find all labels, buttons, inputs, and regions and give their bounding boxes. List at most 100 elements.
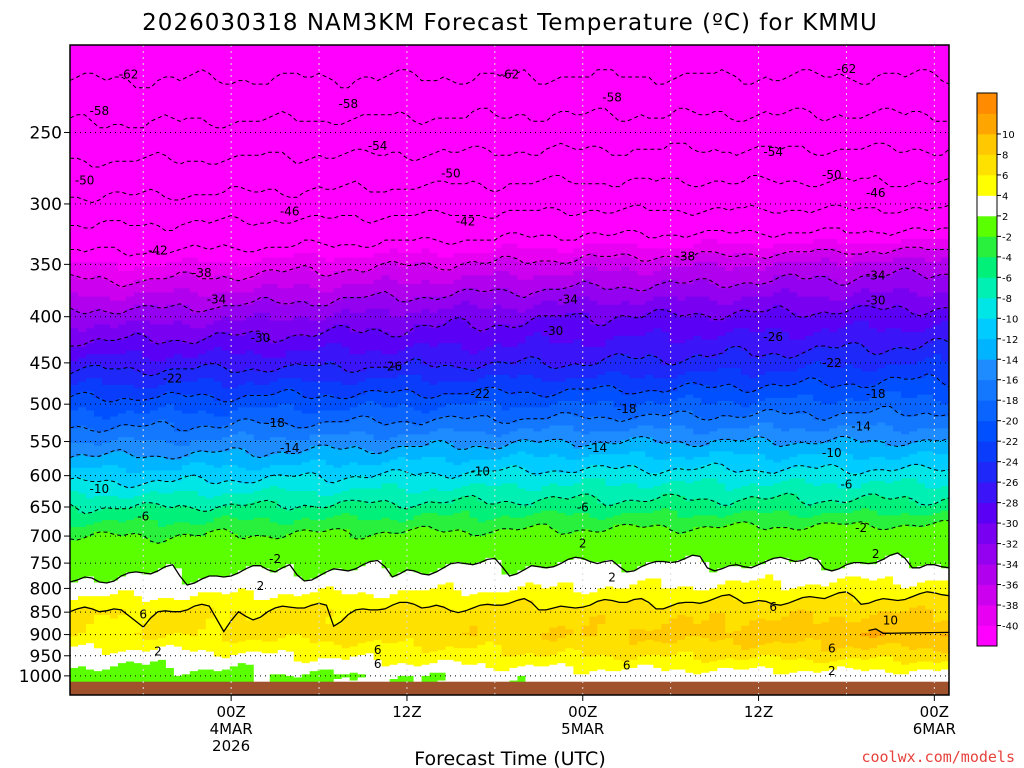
temperature-cell xyxy=(685,428,694,447)
temperature-cell xyxy=(813,454,822,469)
temperature-cell xyxy=(101,324,111,341)
colorbar-tick-label: -6 xyxy=(1002,273,1012,284)
temperature-cell xyxy=(285,454,295,466)
temperature-cell xyxy=(341,296,351,310)
temperature-cell xyxy=(133,485,143,497)
temperature-cell xyxy=(181,394,191,415)
temperature-cell xyxy=(581,467,591,479)
temperature-cell xyxy=(901,45,910,240)
temperature-cell xyxy=(357,654,367,675)
temperature-cell xyxy=(453,488,463,500)
temperature-cell xyxy=(605,431,614,444)
x-tick-label: 2026 xyxy=(212,737,250,755)
temperature-cell xyxy=(573,271,583,285)
temperature-cell xyxy=(869,601,878,616)
temperature-cell xyxy=(869,384,878,399)
temperature-cell xyxy=(669,643,678,656)
contour-line xyxy=(70,246,949,288)
temperature-cell xyxy=(149,374,159,389)
temperature-cell xyxy=(181,634,191,651)
temperature-cell xyxy=(781,431,790,447)
contour-label: -18 xyxy=(265,416,285,430)
colorbar-tick-label: -18 xyxy=(1002,396,1018,407)
temperature-cell xyxy=(317,257,327,276)
temperature-cell xyxy=(813,503,822,516)
temperature-cell xyxy=(821,651,830,664)
y-tick-label: 550 xyxy=(30,433,62,453)
temperature-cell xyxy=(469,275,479,289)
temperature-cell xyxy=(837,467,846,490)
temperature-cell xyxy=(93,522,103,533)
temperature-cell xyxy=(381,568,391,599)
temperature-cell xyxy=(653,271,662,285)
temperature-cell xyxy=(717,483,726,507)
temperature-cell xyxy=(613,257,622,272)
temperature-cell xyxy=(365,465,375,479)
temperature-cell xyxy=(653,562,662,580)
temperature-cell xyxy=(677,517,686,535)
temperature-cell xyxy=(237,45,247,268)
temperature-cell xyxy=(373,279,383,294)
temperature-cell xyxy=(653,404,662,415)
temperature-cell xyxy=(621,354,630,376)
temperature-cell xyxy=(365,328,375,352)
temperature-cell xyxy=(493,559,503,593)
temperature-cell xyxy=(517,312,527,326)
temperature-cell xyxy=(141,374,151,389)
temperature-cell xyxy=(589,300,598,326)
temperature-cell xyxy=(173,505,183,523)
temperature-cell xyxy=(157,568,167,599)
temperature-cell xyxy=(277,538,287,569)
temperature-cell xyxy=(549,262,559,276)
temperature-cell xyxy=(693,515,702,528)
temperature-cell xyxy=(717,45,726,245)
temperature-cell xyxy=(421,527,431,576)
temperature-cell xyxy=(877,354,886,369)
temperature-cell xyxy=(117,609,127,616)
temperature-cell xyxy=(301,594,311,609)
temperature-cell xyxy=(693,416,702,435)
temperature-cell xyxy=(453,498,463,514)
temperature-cell xyxy=(797,368,806,383)
temperature-cell xyxy=(253,262,263,276)
temperature-cell xyxy=(477,562,487,593)
temperature-cell xyxy=(941,485,949,500)
temperature-cell xyxy=(573,312,583,341)
temperature-cell xyxy=(933,339,942,355)
temperature-cell xyxy=(765,45,774,249)
temperature-cell xyxy=(261,357,271,373)
temperature-cell xyxy=(661,404,670,418)
temperature-cell xyxy=(621,374,630,396)
temperature-cell xyxy=(909,607,918,651)
temperature-cell xyxy=(173,470,183,482)
temperature-cell xyxy=(637,262,646,276)
temperature-cell xyxy=(253,407,263,424)
temperature-cell xyxy=(749,284,758,298)
temperature-cell xyxy=(309,320,319,337)
temperature-cell xyxy=(157,407,167,421)
temperature-cell xyxy=(613,304,622,318)
temperature-cell xyxy=(709,462,718,479)
temperature-cell xyxy=(549,664,559,695)
temperature-cell xyxy=(525,419,535,430)
temperature-cell xyxy=(749,357,758,379)
temperature-cell xyxy=(141,574,151,603)
contour-label: -62 xyxy=(119,67,139,81)
temperature-cell xyxy=(453,590,463,614)
temperature-cell xyxy=(325,669,335,688)
temperature-cell xyxy=(165,368,175,383)
temperature-cell xyxy=(589,562,598,593)
temperature-cell xyxy=(93,397,103,418)
temperature-cell xyxy=(573,649,583,675)
temperature-cell xyxy=(837,503,846,514)
temperature-cell xyxy=(189,508,199,526)
temperature-cell xyxy=(149,520,159,544)
temperature-cell xyxy=(789,493,798,516)
temperature-cell xyxy=(597,346,606,362)
contour-label: 6 xyxy=(623,659,631,673)
temperature-cell xyxy=(85,596,95,609)
temperature-cell xyxy=(605,529,614,561)
temperature-cell xyxy=(109,496,119,509)
temperature-cell xyxy=(541,656,551,667)
temperature-cell xyxy=(269,538,279,574)
